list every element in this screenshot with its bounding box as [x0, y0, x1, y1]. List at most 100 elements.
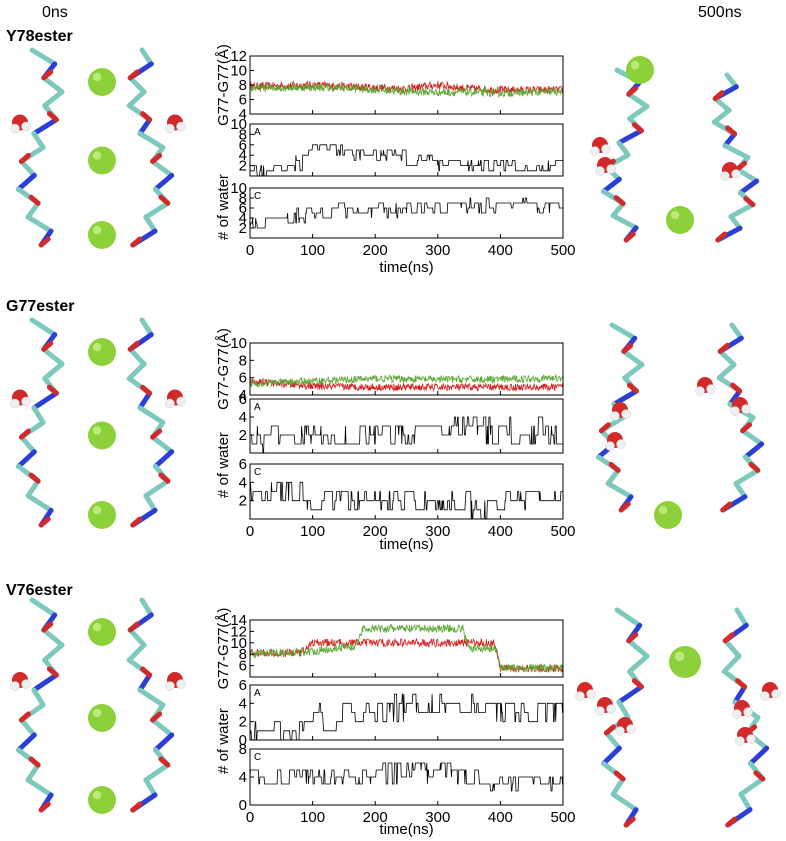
series-line-1-2-0	[250, 481, 563, 520]
ion-0ns-mid-0	[88, 146, 116, 175]
series-line-2-2-0	[249, 762, 563, 792]
ytick-label-0-2-8: 8	[239, 190, 247, 207]
panel-letter-1-1: A	[254, 402, 261, 413]
ytick-label-0-1-10: 10	[230, 116, 247, 133]
water-500ns-2d	[760, 682, 781, 701]
xtick-label-1-0: 0	[246, 523, 254, 540]
ytick-label-0-2-6: 6	[239, 200, 247, 217]
series-line-0-2-0	[250, 197, 563, 229]
ylabel-water-1: # of water	[215, 432, 232, 498]
ytick-label-2-0-10: 10	[230, 635, 247, 652]
water-0ns-right-2	[165, 672, 186, 691]
ylabel-0: G77-G77(Å)	[215, 44, 232, 126]
xtick-label-1-100: 100	[300, 523, 325, 540]
subplot-1-1: 246 A	[239, 391, 564, 454]
ytick-label-1-2-6: 6	[239, 456, 247, 473]
left-strand-a-0	[16, 47, 65, 248]
ytick-label-2-0-8: 8	[239, 646, 247, 663]
panel-letter-2-1: A	[254, 688, 261, 699]
ion-500ns-0b	[666, 206, 694, 234]
panel-letter-0-2: C	[254, 191, 261, 202]
ytick-label-2-1-6: 6	[239, 677, 247, 694]
ytick-label-2-0-14: 14	[230, 612, 247, 629]
ytick-label-1-0-8: 8	[239, 352, 247, 369]
left-strand-a-1	[16, 317, 65, 528]
water-500ns-2c	[615, 717, 636, 736]
ion-500ns-2	[669, 646, 701, 678]
series-line-1-0-1	[249, 374, 564, 388]
xtick-label-2-300: 300	[425, 809, 450, 826]
ytick-label-2-1-2: 2	[239, 714, 247, 731]
ion-500ns-1	[654, 501, 682, 529]
xtick-label-0-200: 200	[363, 242, 388, 259]
ytick-label-2-1-0: 0	[239, 732, 247, 749]
water-500ns-1c	[695, 377, 716, 396]
axes-frame-1-2	[249, 463, 564, 520]
ylabel-1: G77-G77(Å)	[215, 328, 232, 410]
water-500ns-1a	[610, 402, 631, 421]
water-500ns-1b	[605, 432, 626, 451]
ytick-label-1-0-10: 10	[230, 335, 247, 352]
ytick-label-2-0-12: 12	[230, 623, 247, 640]
xtick-label-1-400: 400	[488, 523, 513, 540]
ytick-label-0-0-12: 12	[230, 48, 247, 65]
panel-label-v76ester: V76ester	[6, 582, 73, 599]
right-strand-b-1	[716, 322, 765, 513]
xtick-label-2-0: 0	[246, 809, 254, 826]
ytick-label-0-0-8: 8	[239, 77, 247, 94]
xtick-label-0-300: 300	[425, 242, 450, 259]
header-500ns: 500ns	[698, 4, 742, 21]
ytick-label-0-2-2: 2	[239, 220, 247, 237]
water-0ns-right-1	[165, 389, 186, 409]
axes-frame-0-1	[249, 123, 564, 177]
subplot-2-1: 02 46 A	[239, 677, 564, 749]
right-strand-b-2	[721, 607, 770, 828]
ytick-label-2-1-4: 4	[239, 695, 247, 712]
series-line-0-0-1	[249, 82, 564, 98]
xtick-label-0-100: 100	[300, 242, 325, 259]
right-strand-b-0	[711, 72, 760, 243]
ytick-label-1-1-6: 6	[239, 391, 247, 408]
ytick-label-2-2-8: 8	[239, 741, 247, 758]
ytick-label-2-0-6: 6	[239, 658, 247, 675]
xlabel-0: time(ns)	[379, 259, 433, 276]
molecular-structures	[10, 47, 781, 828]
panel-letter-0-1: A	[254, 127, 261, 138]
ytick-label-0-1-6: 6	[239, 137, 247, 154]
series-line-0-1-0	[250, 144, 563, 177]
xtick-label-2-500: 500	[550, 809, 575, 826]
xtick-label-0-400: 400	[488, 242, 513, 259]
ylabel-2: G77-G77(Å)	[215, 608, 232, 690]
ion-0ns-bot-0	[88, 221, 116, 249]
ytick-label-0-1-2: 2	[239, 158, 247, 175]
panel-label-y78ester: Y78ester	[6, 28, 73, 45]
ytick-label-0-0-10: 10	[230, 63, 247, 80]
ytick-label-2-2-4: 4	[239, 769, 247, 786]
left-strand-b-1	[126, 317, 175, 528]
ytick-label-0-1-4: 4	[239, 147, 247, 164]
ylabel-water-2: # of water	[215, 708, 232, 774]
panel-letter-1-2: C	[254, 467, 261, 478]
water-500ns-2f	[735, 727, 756, 746]
panel-label-g77ester: G77ester	[6, 298, 75, 315]
series-line-2-1-0	[249, 693, 563, 741]
ion-0ns-top-2	[88, 618, 116, 646]
right-strand-a-2	[601, 607, 650, 828]
axes-frame-1-0	[249, 342, 564, 396]
ytick-label-0-0-6: 6	[239, 92, 247, 109]
xtick-label-2-400: 400	[488, 809, 513, 826]
ytick-label-1-2-2: 2	[239, 493, 247, 510]
axes-frame-0-2	[249, 187, 564, 239]
water-500ns-0c	[720, 162, 741, 181]
axes-frame-2-1	[249, 684, 564, 741]
axes-frame-2-0	[249, 619, 564, 678]
